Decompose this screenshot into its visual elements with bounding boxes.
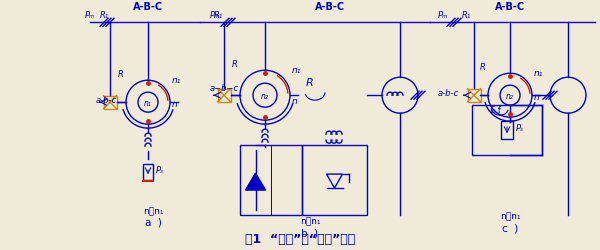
Text: R₁: R₁ <box>100 11 109 20</box>
Text: R₁: R₁ <box>462 11 471 20</box>
Text: n＞n₁: n＞n₁ <box>500 211 520 220</box>
Text: Pₛ: Pₛ <box>516 124 524 132</box>
Text: 图1  “单馈”与“双馈”电机: 图1 “单馈”与“双馈”电机 <box>245 232 355 245</box>
Text: R: R <box>232 60 238 69</box>
Text: Pₘ: Pₘ <box>438 11 448 20</box>
Bar <box>104 96 116 109</box>
Text: A-B-C: A-B-C <box>315 2 345 12</box>
Text: R: R <box>480 63 486 72</box>
Text: a-b-c: a-b-c <box>96 96 117 105</box>
Text: n₂: n₂ <box>506 91 514 100</box>
Text: R₁: R₁ <box>214 11 223 20</box>
Text: c  ): c ) <box>502 222 518 232</box>
Text: b  ): b ) <box>301 227 319 237</box>
Bar <box>218 89 230 102</box>
Text: a-b-c: a-b-c <box>438 89 459 98</box>
Text: E f: E f <box>490 106 501 115</box>
Text: n＜n₁: n＜n₁ <box>143 206 163 215</box>
Text: n₂: n₂ <box>261 91 269 100</box>
Bar <box>501 122 513 140</box>
Text: Pₛ: Pₛ <box>156 166 164 174</box>
Text: n＜n₁: n＜n₁ <box>300 216 320 225</box>
Text: Pₘ: Pₘ <box>85 11 95 20</box>
Bar <box>240 146 302 215</box>
Text: n₁: n₁ <box>172 76 181 85</box>
Text: R: R <box>118 70 124 79</box>
Text: n₁: n₁ <box>144 98 152 107</box>
Bar <box>143 164 153 180</box>
Polygon shape <box>245 174 265 190</box>
Bar <box>302 146 367 215</box>
Text: a−b−c: a−b−c <box>210 84 239 93</box>
Text: A-B-C: A-B-C <box>495 2 525 12</box>
Text: R: R <box>306 78 314 88</box>
Text: n₁: n₁ <box>534 69 544 78</box>
Text: n: n <box>534 93 540 102</box>
Text: A-B-C: A-B-C <box>133 2 163 12</box>
Bar <box>472 106 542 156</box>
Text: a  ): a ) <box>145 216 161 226</box>
Bar <box>467 89 481 102</box>
Text: n: n <box>292 97 298 106</box>
Text: n: n <box>172 100 178 109</box>
Text: n₁: n₁ <box>292 66 301 75</box>
Text: Pₘ: Pₘ <box>210 11 220 20</box>
